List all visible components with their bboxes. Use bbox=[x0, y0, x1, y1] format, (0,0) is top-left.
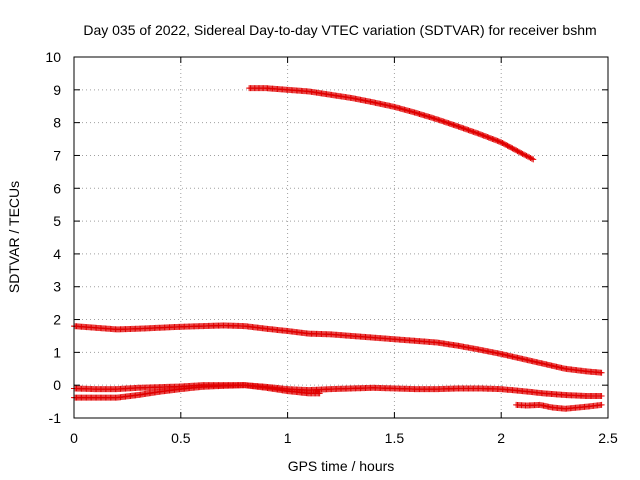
data-point bbox=[510, 146, 517, 153]
data-point bbox=[504, 142, 511, 149]
data-point bbox=[500, 140, 507, 147]
x-tick-label: 2.5 bbox=[598, 430, 618, 446]
data-series bbox=[71, 85, 605, 412]
x-tick-label: 2 bbox=[497, 430, 505, 446]
grid bbox=[74, 57, 608, 418]
y-tick-label: 10 bbox=[45, 49, 61, 65]
y-tick-label: 4 bbox=[53, 246, 61, 262]
series-sat-low bbox=[71, 382, 323, 401]
x-axis-label: GPS time / hours bbox=[288, 458, 395, 474]
y-tick-label: 0 bbox=[53, 377, 61, 393]
series-sat-mid bbox=[71, 322, 605, 376]
data-point bbox=[499, 140, 506, 147]
y-tick-label: -1 bbox=[49, 410, 62, 426]
data-point bbox=[598, 393, 605, 400]
data-point bbox=[598, 401, 605, 408]
data-point bbox=[503, 142, 510, 149]
x-tick-label: 1.5 bbox=[385, 430, 405, 446]
x-tick-label: 1 bbox=[284, 430, 292, 446]
series-sat-late bbox=[513, 401, 605, 412]
data-point bbox=[316, 390, 323, 397]
plot-frame bbox=[73, 56, 609, 419]
data-point bbox=[515, 148, 522, 155]
data-point bbox=[508, 144, 515, 151]
data-point bbox=[527, 154, 534, 161]
data-point bbox=[528, 155, 535, 162]
data-point bbox=[517, 149, 524, 156]
data-point bbox=[518, 150, 525, 157]
data-point bbox=[524, 153, 531, 160]
x-tick-label: 0.5 bbox=[171, 430, 191, 446]
data-point bbox=[512, 146, 519, 153]
data-point bbox=[514, 148, 521, 155]
axis-ticks: 0 0.5 1 1.5 2 2.5 -1 0 1 2 3 4 5 6 7 8 9 10 bbox=[45, 49, 618, 446]
series-sat-high bbox=[246, 85, 537, 163]
data-point bbox=[509, 145, 516, 152]
y-tick-label: 2 bbox=[53, 312, 61, 328]
y-tick-label: 1 bbox=[53, 344, 61, 360]
data-point bbox=[530, 156, 537, 163]
data-point bbox=[598, 369, 605, 376]
x-tick-label: 0 bbox=[70, 430, 78, 446]
y-axis-label: SDTVAR / TECUs bbox=[6, 181, 22, 293]
data-point bbox=[520, 151, 527, 158]
data-point bbox=[498, 139, 505, 146]
y-tick-label: 8 bbox=[53, 115, 61, 131]
data-point bbox=[522, 152, 529, 159]
data-point bbox=[519, 150, 526, 157]
data-point bbox=[513, 147, 520, 154]
y-tick-label: 7 bbox=[53, 147, 61, 163]
data-point bbox=[506, 144, 513, 151]
y-tick-label: 5 bbox=[53, 213, 61, 229]
data-point bbox=[505, 143, 512, 150]
y-tick-label: 9 bbox=[53, 82, 61, 98]
data-point bbox=[523, 152, 530, 159]
y-tick-label: 3 bbox=[53, 279, 61, 295]
data-point bbox=[501, 141, 508, 148]
data-point bbox=[526, 154, 533, 161]
chart-title: Day 035 of 2022, Sidereal Day-to-day VTE… bbox=[83, 22, 596, 38]
y-tick-label: 6 bbox=[53, 180, 61, 196]
